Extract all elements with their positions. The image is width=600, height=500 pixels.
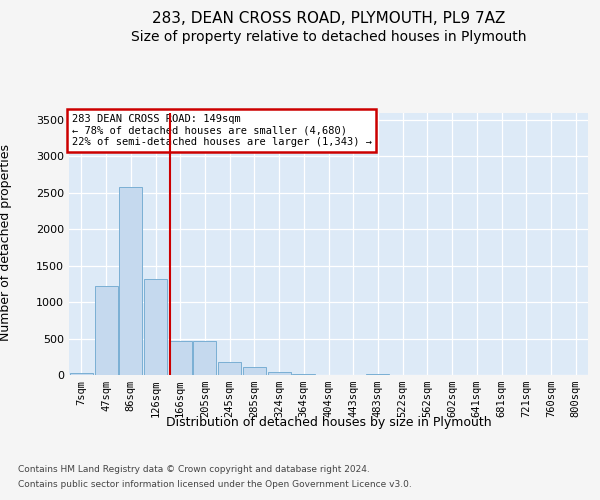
Bar: [95, 286, 118, 375]
Bar: [218, 362, 241, 375]
Bar: [243, 366, 266, 375]
Bar: [268, 372, 290, 375]
Text: 283, DEAN CROSS ROAD, PLYMOUTH, PL9 7AZ: 283, DEAN CROSS ROAD, PLYMOUTH, PL9 7AZ: [152, 11, 505, 26]
Text: 283 DEAN CROSS ROAD: 149sqm
← 78% of detached houses are smaller (4,680)
22% of : 283 DEAN CROSS ROAD: 149sqm ← 78% of det…: [71, 114, 371, 147]
Text: Contains HM Land Registry data © Crown copyright and database right 2024.: Contains HM Land Registry data © Crown c…: [18, 465, 370, 474]
Bar: [70, 373, 93, 375]
Bar: [367, 374, 389, 375]
Text: Distribution of detached houses by size in Plymouth: Distribution of detached houses by size …: [166, 416, 491, 429]
Bar: [144, 280, 167, 375]
Text: Size of property relative to detached houses in Plymouth: Size of property relative to detached ho…: [131, 30, 527, 44]
Bar: [169, 342, 192, 375]
Bar: [292, 374, 315, 375]
Bar: [193, 342, 217, 375]
Text: Number of detached properties: Number of detached properties: [0, 144, 13, 341]
Text: Contains public sector information licensed under the Open Government Licence v3: Contains public sector information licen…: [18, 480, 412, 489]
Bar: [119, 187, 142, 375]
